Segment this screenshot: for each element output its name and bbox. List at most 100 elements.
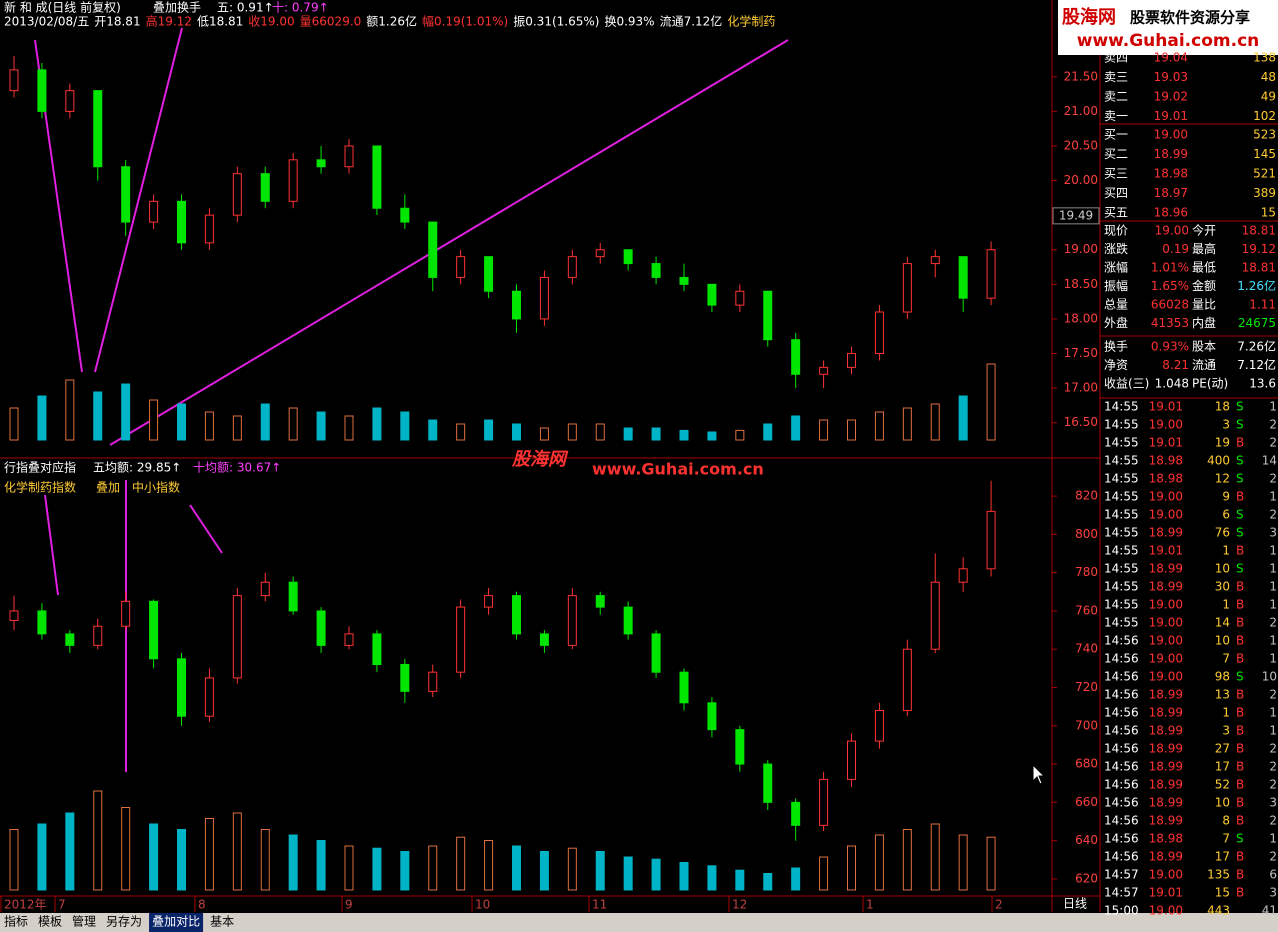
volume-bar bbox=[958, 395, 968, 441]
quote-label: 收益(三) bbox=[1104, 377, 1149, 391]
toolbar-button[interactable]: 叠加对比 bbox=[152, 915, 200, 929]
trade-count: 1 bbox=[1269, 580, 1277, 594]
trade-side: B bbox=[1236, 778, 1244, 792]
trade-time: 14:55 bbox=[1104, 418, 1139, 432]
trade-count: 6 bbox=[1269, 868, 1277, 882]
book-price: 18.98 bbox=[1154, 167, 1188, 181]
book-price: 19.02 bbox=[1154, 90, 1188, 104]
volume-bar bbox=[874, 411, 884, 441]
trade-count: 2 bbox=[1269, 814, 1277, 828]
volume-bar bbox=[763, 423, 773, 441]
book-price: 19.01 bbox=[1154, 109, 1188, 123]
trade-price: 18.99 bbox=[1149, 688, 1183, 702]
trade-volume: 6 bbox=[1222, 508, 1230, 522]
trade-count: 10 bbox=[1262, 670, 1277, 684]
volume-bar bbox=[847, 419, 856, 441]
candle-body bbox=[679, 671, 689, 704]
trade-price: 19.00 bbox=[1149, 490, 1183, 504]
index-ma5: 五均额: 29.85↑ bbox=[93, 461, 181, 475]
arrow bbox=[94, 27, 183, 373]
trade-price: 19.00 bbox=[1149, 616, 1183, 630]
trade-count: 2 bbox=[1269, 508, 1277, 522]
trade-count: 2 bbox=[1269, 418, 1277, 432]
quote-info: 换0.93% bbox=[604, 15, 654, 29]
trade-time: 14:56 bbox=[1104, 778, 1139, 792]
quote-value: 18.81 bbox=[1242, 224, 1276, 238]
ma10: 十: 0.79↑ bbox=[272, 1, 329, 15]
volume-bar bbox=[121, 807, 131, 891]
candle-body bbox=[819, 778, 829, 826]
candle-body bbox=[93, 625, 103, 646]
trade-volume: 7 bbox=[1222, 652, 1230, 666]
trade-time: 15:00 bbox=[1104, 904, 1139, 918]
trade-price: 19.01 bbox=[1149, 436, 1183, 450]
trade-price: 18.99 bbox=[1149, 526, 1183, 540]
candle-body bbox=[344, 145, 354, 168]
volume-bar bbox=[344, 845, 354, 891]
trade-price: 18.99 bbox=[1149, 796, 1183, 810]
y-tick-label: 780 bbox=[1075, 565, 1098, 579]
period-label: 日线 bbox=[1063, 897, 1087, 911]
toolbar-button[interactable]: 基本 bbox=[210, 915, 234, 929]
toolbar-button[interactable]: 指标 bbox=[4, 914, 28, 929]
candle-body bbox=[791, 801, 801, 826]
volume-bar bbox=[539, 427, 549, 441]
toolbar-button[interactable]: 另存为 bbox=[106, 915, 142, 929]
date-label: 2012年 bbox=[4, 898, 47, 912]
trade-time: 14:57 bbox=[1104, 886, 1139, 900]
book-volume: 138 bbox=[1253, 51, 1276, 65]
y-tick-label: 620 bbox=[1075, 871, 1098, 885]
book-label: 买一 bbox=[1104, 128, 1128, 142]
candle-body bbox=[149, 200, 159, 223]
volume-bar bbox=[428, 419, 438, 441]
candle-body bbox=[484, 595, 494, 608]
quote-value: 1.26亿 bbox=[1237, 278, 1276, 293]
trade-time: 14:55 bbox=[1104, 616, 1139, 630]
candle-body bbox=[400, 664, 410, 692]
quote-value: 24675 bbox=[1238, 316, 1276, 330]
trade-side: S bbox=[1236, 562, 1244, 576]
trade-side: B bbox=[1236, 796, 1244, 810]
index-title: 行指叠对应指 bbox=[4, 460, 76, 475]
candle-body bbox=[260, 173, 270, 202]
quote-value: 18.81 bbox=[1242, 261, 1276, 275]
candle-body bbox=[679, 276, 689, 285]
volume-bar bbox=[512, 845, 521, 891]
trade-count: 2 bbox=[1269, 742, 1277, 756]
quote-value: 1.01% bbox=[1151, 261, 1189, 275]
trade-count: 1 bbox=[1269, 562, 1277, 576]
trade-price: 19.00 bbox=[1149, 904, 1183, 918]
trade-price: 18.99 bbox=[1149, 562, 1183, 576]
quote-label: 金额 bbox=[1192, 278, 1216, 293]
trade-side: S bbox=[1236, 472, 1244, 486]
trade-count: 2 bbox=[1269, 436, 1277, 450]
quote-label: 现价 bbox=[1104, 224, 1128, 238]
trade-count: 1 bbox=[1269, 598, 1277, 612]
book-volume: 389 bbox=[1253, 186, 1276, 200]
volume-bar bbox=[539, 851, 549, 891]
y-tick-label: 21.50 bbox=[1064, 69, 1098, 83]
candle-body bbox=[456, 256, 466, 278]
trade-price: 19.00 bbox=[1149, 598, 1183, 612]
trade-time: 14:56 bbox=[1104, 742, 1139, 756]
candle-body bbox=[512, 595, 521, 635]
toolbar-button[interactable]: 管理 bbox=[72, 914, 96, 929]
quote-label: 最高 bbox=[1192, 241, 1216, 256]
volume-bar bbox=[986, 836, 996, 891]
toolbar-button[interactable]: 模板 bbox=[38, 915, 62, 929]
candle-body bbox=[707, 702, 717, 731]
trade-price: 18.99 bbox=[1149, 760, 1183, 774]
candle-body bbox=[344, 633, 354, 646]
logo-name: 股海网 bbox=[1061, 6, 1116, 28]
trade-price: 18.98 bbox=[1149, 454, 1183, 468]
quote-value: 19.12 bbox=[1242, 242, 1276, 256]
price-marker: 19.49 bbox=[1059, 208, 1093, 222]
y-tick-label: 740 bbox=[1075, 642, 1098, 656]
trade-price: 19.00 bbox=[1149, 508, 1183, 522]
candle-body bbox=[595, 595, 605, 608]
candle-body bbox=[37, 610, 47, 635]
trade-price: 19.00 bbox=[1149, 652, 1183, 666]
trade-volume: 400 bbox=[1207, 454, 1230, 468]
trade-volume: 7 bbox=[1222, 832, 1230, 846]
candle-body bbox=[902, 648, 912, 711]
